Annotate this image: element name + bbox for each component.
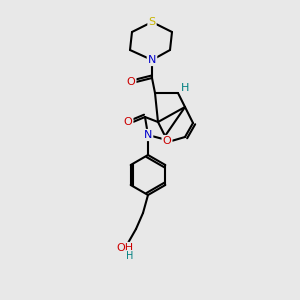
Text: O: O: [163, 136, 171, 146]
Text: H: H: [181, 83, 189, 93]
Text: N: N: [144, 130, 152, 140]
Text: H: H: [126, 251, 134, 261]
Text: N: N: [148, 55, 156, 65]
Text: O: O: [124, 117, 132, 127]
Text: OH: OH: [116, 243, 134, 253]
Text: O: O: [127, 77, 135, 87]
Text: S: S: [148, 17, 156, 27]
